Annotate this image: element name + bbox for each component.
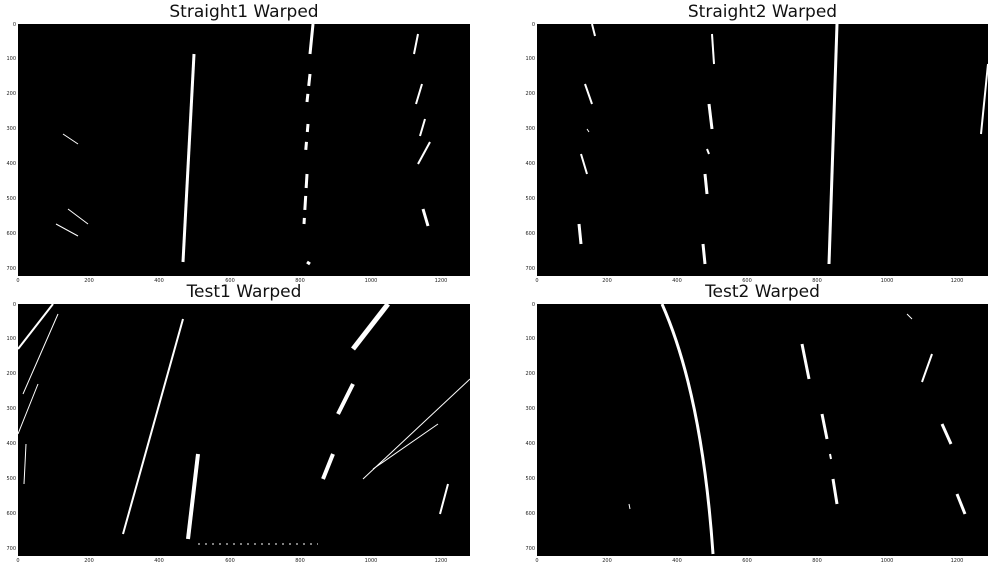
y-tick-label: 400 — [525, 441, 535, 447]
panel-title: Test2 Warped — [705, 282, 820, 302]
x-tick-label: 1000 — [880, 558, 894, 564]
x-tick-label: 0 — [535, 558, 539, 564]
y-tick-label: 100 — [6, 56, 16, 62]
y-tick-label: 100 — [6, 336, 16, 342]
y-tick-label: 400 — [525, 161, 535, 167]
y-tick-label: 500 — [525, 196, 535, 202]
y-tick-label: 600 — [525, 231, 535, 237]
y-tick-label: 500 — [6, 476, 16, 482]
y-tick-label: 100 — [525, 336, 535, 342]
x-tick-label: 600 — [225, 558, 235, 564]
panel-title: Straight1 Warped — [169, 2, 319, 22]
y-tick-label: 600 — [525, 511, 535, 517]
y-tick-label: 100 — [525, 56, 535, 62]
x-tick-label: 200 — [602, 278, 612, 284]
y-tick-label: 500 — [6, 196, 16, 202]
lane-pixels — [18, 304, 470, 545]
y-tick-label: 0 — [531, 22, 535, 28]
x-tick-label: 400 — [154, 278, 164, 284]
y-tick-label: 700 — [6, 546, 16, 552]
x-tick-label: 0 — [16, 558, 20, 564]
x-tick-label: 400 — [154, 558, 164, 564]
lane-pixels — [55, 24, 431, 266]
panel-title: Straight2 Warped — [687, 2, 838, 22]
x-tick-label: 800 — [812, 558, 822, 564]
y-tick-label: 700 — [525, 266, 535, 272]
panel-title: Test1 Warped — [186, 282, 302, 302]
warped-image — [18, 24, 470, 276]
y-tick-label: 600 — [6, 231, 16, 237]
y-tick-label: 200 — [6, 371, 16, 377]
y-tick-label: 0 — [12, 22, 16, 28]
warped-image — [537, 24, 988, 276]
x-tick-label: 400 — [672, 278, 682, 284]
y-tick-label: 200 — [525, 371, 535, 377]
y-tick-label: 200 — [6, 91, 16, 97]
warped-image — [18, 304, 470, 556]
y-tick-label: 300 — [6, 126, 16, 132]
x-tick-label: 1200 — [434, 558, 448, 564]
warped-image — [537, 304, 988, 556]
panel-test2: Test2 Warped 0 100 200 300 400 500 600 7… — [525, 282, 988, 564]
x-tick-label: 800 — [295, 558, 305, 564]
x-tick-label: 1000 — [880, 278, 894, 284]
panel-test1: Test1 Warped 0 100 200 300 400 500 600 — [6, 282, 470, 564]
y-tick-label: 700 — [525, 546, 535, 552]
y-tick-label: 300 — [525, 126, 535, 132]
lane-pixels — [577, 24, 988, 265]
y-tick-label: 200 — [525, 91, 535, 97]
x-tick-label: 200 — [602, 558, 612, 564]
y-tick-label: 0 — [12, 302, 16, 308]
x-tick-label: 600 — [742, 558, 752, 564]
x-tick-label: 200 — [84, 558, 94, 564]
x-tick-label: 400 — [672, 558, 682, 564]
y-tick-label: 0 — [531, 302, 535, 308]
y-tick-label: 700 — [6, 266, 16, 272]
y-tick-label: 600 — [6, 511, 16, 517]
x-tick-label: 1000 — [364, 278, 378, 284]
x-tick-label: 800 — [812, 278, 822, 284]
x-tick-label: 0 — [16, 278, 20, 284]
y-tick-label: 500 — [525, 476, 535, 482]
x-tick-label: 600 — [225, 278, 235, 284]
x-tick-label: 600 — [742, 278, 752, 284]
x-tick-label: 0 — [535, 278, 539, 284]
lane-pixels — [628, 304, 967, 555]
x-tick-label: 1200 — [950, 558, 964, 564]
y-tick-label: 400 — [6, 441, 16, 447]
x-tick-label: 1200 — [434, 278, 448, 284]
x-tick-label: 1000 — [364, 558, 378, 564]
panel-straight1: Straight1 Warped 0 100 200 300 400 — [6, 2, 470, 284]
y-tick-label: 300 — [525, 406, 535, 412]
x-tick-label: 800 — [295, 278, 305, 284]
panel-straight2: Straight2 Warped 0 100 200 300 400 500 6… — [525, 2, 988, 284]
y-tick-label: 400 — [6, 161, 16, 167]
x-tick-label: 1200 — [950, 278, 964, 284]
x-tick-label: 200 — [84, 278, 94, 284]
y-tick-label: 300 — [6, 406, 16, 412]
